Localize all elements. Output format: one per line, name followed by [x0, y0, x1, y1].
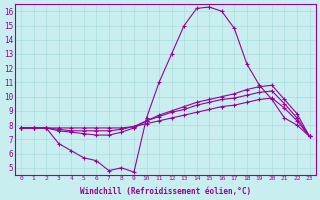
X-axis label: Windchill (Refroidissement éolien,°C): Windchill (Refroidissement éolien,°C) [80, 187, 251, 196]
